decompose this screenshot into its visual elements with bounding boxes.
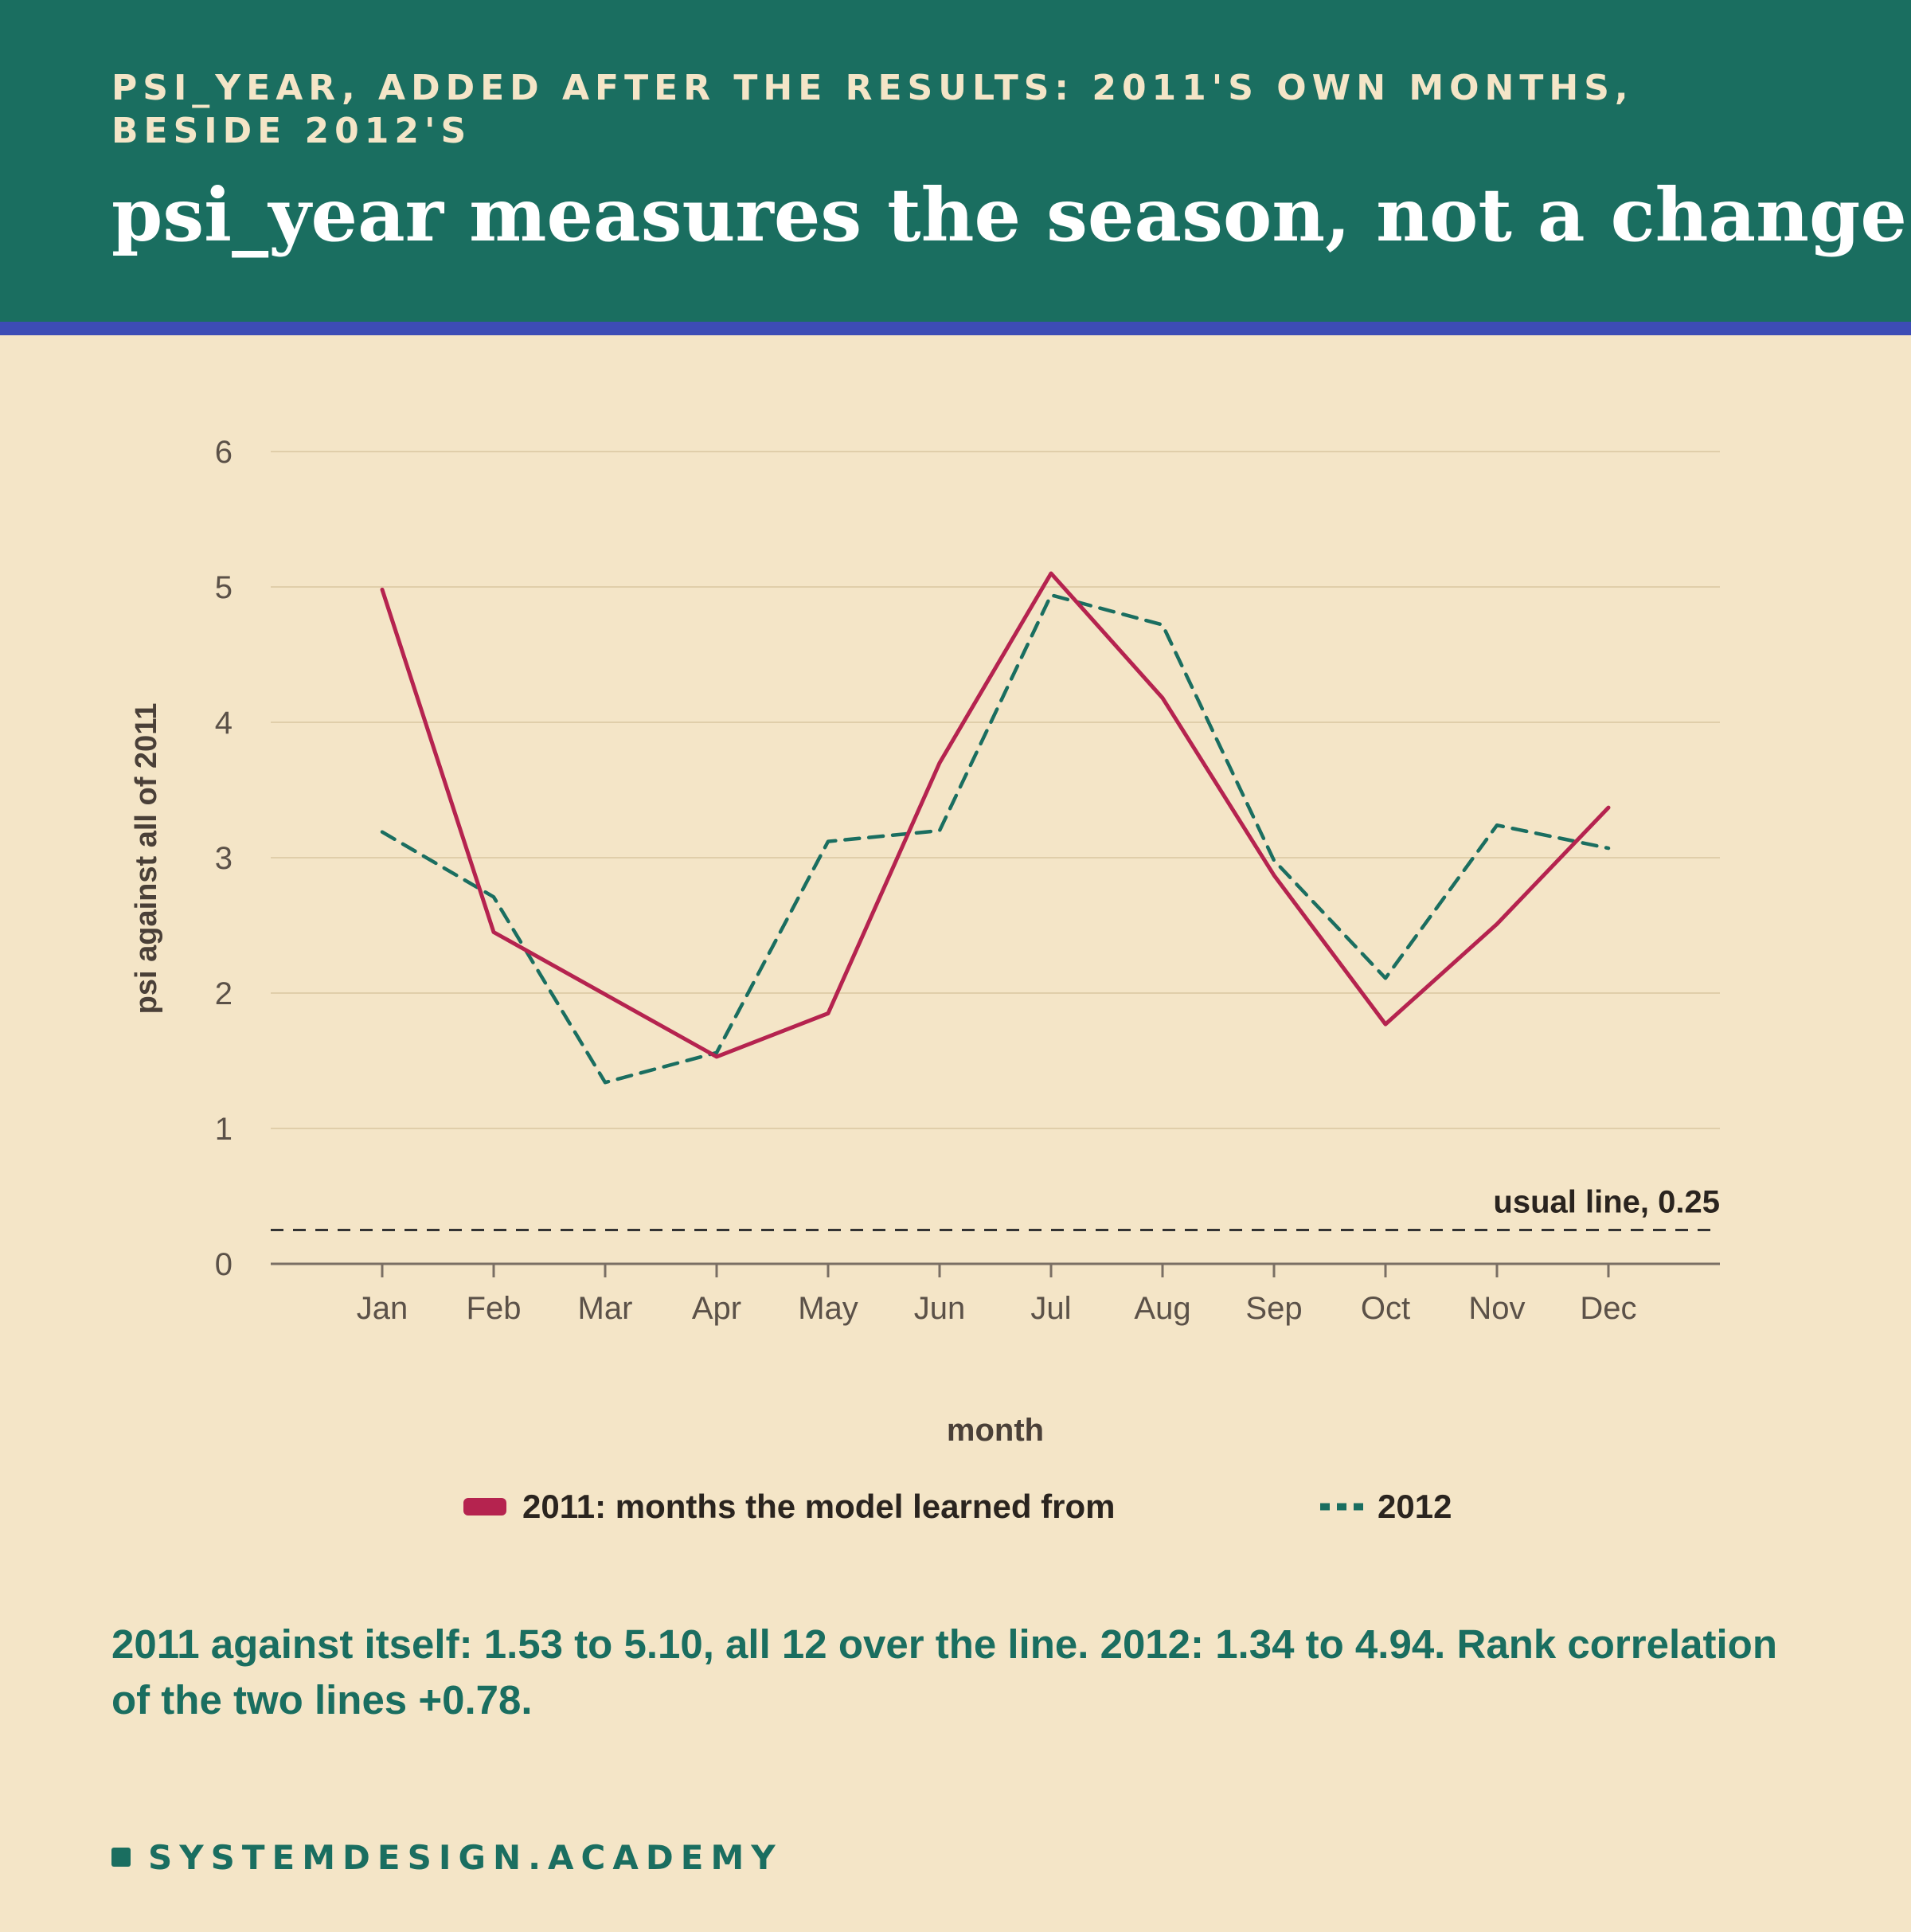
x-tick-label: Nov bbox=[1468, 1291, 1525, 1326]
series-lines bbox=[380, 571, 1611, 1085]
legend-label-2012: 2012 bbox=[1378, 1488, 1452, 1525]
legend: 2011: months the model learned from 2012 bbox=[463, 1488, 1452, 1525]
header-rule bbox=[0, 322, 1911, 335]
header-kicker: PSI_YEAR, ADDED AFTER THE RESULTS: 2011'… bbox=[111, 68, 1634, 151]
y-tick-label: 5 bbox=[215, 570, 233, 605]
x-axis-title: month bbox=[947, 1413, 1044, 1448]
threshold-label: usual line, 0.25 bbox=[1493, 1185, 1720, 1220]
legend-label-2011: 2011: months the model learned from bbox=[522, 1488, 1116, 1525]
header-banner: PSI_YEAR, ADDED AFTER THE RESULTS: 2011'… bbox=[0, 0, 1911, 322]
threshold-group: usual line, 0.25 bbox=[271, 1185, 1720, 1231]
y-tick-label: 2 bbox=[215, 976, 233, 1011]
x-tick-label: Aug bbox=[1134, 1291, 1190, 1326]
x-tick-label: Oct bbox=[1361, 1291, 1410, 1326]
grid-lines bbox=[271, 451, 1720, 1129]
y-tick-label: 1 bbox=[215, 1112, 233, 1147]
x-tick-label: Sep bbox=[1245, 1291, 1302, 1326]
brand-footer: SYSTEMDESIGN.ACADEMY bbox=[111, 1835, 783, 1879]
summary-text: 2011 against itself: 1.53 to 5.10, all 1… bbox=[111, 1621, 1777, 1723]
axes: 0 1 2 3 4 5 6 Jan Feb Mar Apr May Jun Jul Aug Sep Oct Nov… bbox=[130, 435, 1720, 1448]
y-tick-label: 4 bbox=[215, 706, 233, 741]
page-title: psi_year measures the season, not a chan… bbox=[111, 172, 1907, 258]
x-tick-label: Dec bbox=[1580, 1291, 1636, 1326]
x-tick-label: Jun bbox=[914, 1291, 966, 1326]
x-tick-label: Mar bbox=[578, 1291, 633, 1326]
line-chart: usual line, 0.25 0 1 2 3 4 5 6 Jan Feb Mar Apr May J… bbox=[130, 435, 1720, 1525]
x-tick-label: Jan bbox=[357, 1291, 408, 1326]
x-tick-label: Feb bbox=[467, 1291, 522, 1326]
x-tick-label: Apr bbox=[692, 1291, 741, 1326]
x-tick-label: May bbox=[798, 1291, 858, 1326]
legend-swatch-2011 bbox=[463, 1498, 506, 1515]
y-tick-label: 3 bbox=[215, 841, 233, 876]
series-line-2011 bbox=[380, 571, 1611, 1059]
y-tick-label: 0 bbox=[215, 1247, 233, 1282]
y-tick-label: 6 bbox=[215, 435, 233, 470]
x-tick-label: Jul bbox=[1030, 1291, 1071, 1326]
series-line-2012 bbox=[380, 593, 1611, 1085]
y-axis-title: psi against all of 2011 bbox=[130, 703, 163, 1015]
brand-name: SYSTEMDESIGN.ACADEMY bbox=[148, 1837, 783, 1877]
brand-square-icon bbox=[111, 1848, 131, 1867]
